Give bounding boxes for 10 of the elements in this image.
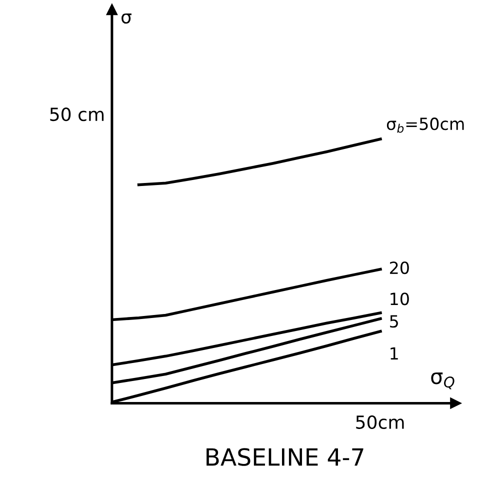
text: BASELINE 4-7 xyxy=(206,448,364,466)
x-axis-title: σ$_{Q}$ xyxy=(431,372,454,390)
text: σ xyxy=(122,13,132,24)
series-label: 20 xyxy=(390,262,409,274)
series-label: σ$_{b}$=50cm xyxy=(386,118,464,133)
series-label: 1 xyxy=(390,347,398,360)
text: 50cm xyxy=(356,415,404,429)
series-label: 10 xyxy=(390,292,409,306)
text: 50 cm xyxy=(50,107,104,122)
series-label: 5 xyxy=(390,315,398,328)
